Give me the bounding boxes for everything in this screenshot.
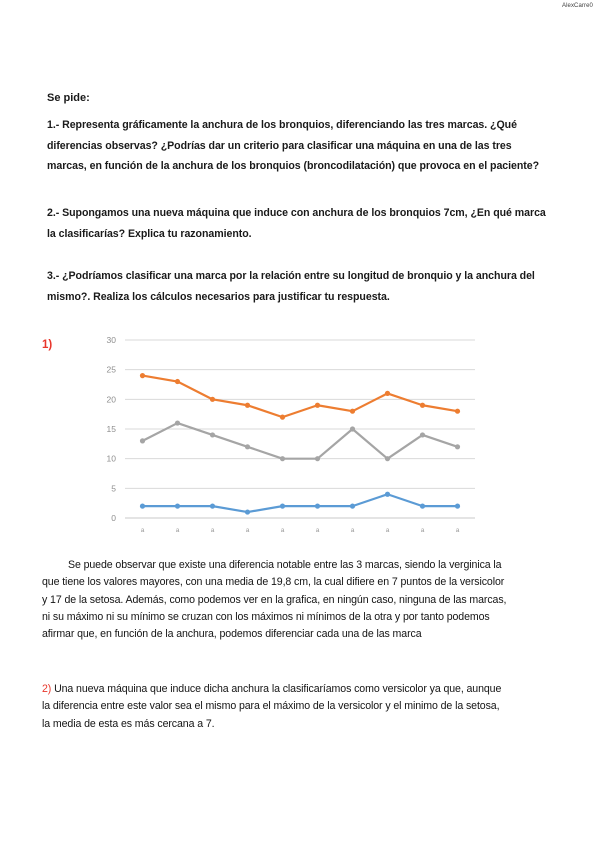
marker-setosa-blue bbox=[279, 503, 286, 509]
intro-heading: Se pide: bbox=[47, 92, 90, 104]
marker-setosa-blue bbox=[419, 503, 426, 509]
marker-setosa-blue bbox=[384, 491, 391, 497]
marker-versicolor-gray bbox=[384, 456, 391, 462]
marker-setosa-blue bbox=[244, 509, 251, 515]
marker-verginica-orange bbox=[279, 414, 286, 420]
marker-versicolor-gray bbox=[139, 438, 146, 444]
marker-versicolor-gray bbox=[244, 444, 251, 450]
marker-setosa-blue bbox=[174, 503, 181, 509]
x-axis-tick-label: a bbox=[316, 527, 320, 534]
question-3: 3.- ¿Podríamos clasificar una marca por … bbox=[47, 270, 535, 303]
x-axis-tick-label: a bbox=[456, 527, 460, 534]
x-axis-tick-label: a bbox=[386, 527, 390, 534]
answer-2-marker: 2) bbox=[42, 683, 52, 695]
marker-verginica-orange bbox=[209, 396, 216, 402]
marker-versicolor-gray bbox=[454, 444, 461, 450]
marker-setosa-blue bbox=[139, 503, 146, 509]
marker-versicolor-gray bbox=[419, 432, 426, 438]
marker-verginica-orange bbox=[174, 378, 181, 385]
x-axis-tick-label: a bbox=[176, 527, 180, 534]
marker-verginica-orange bbox=[419, 402, 426, 408]
y-axis-tick-label: 25 bbox=[107, 365, 117, 375]
marker-setosa-blue bbox=[209, 503, 216, 509]
y-axis-tick-label: 0 bbox=[111, 513, 116, 523]
marker-verginica-orange bbox=[454, 408, 461, 414]
y-axis-tick-label: 5 bbox=[111, 483, 116, 493]
y-axis-tick-label: 10 bbox=[107, 454, 117, 464]
x-axis-tick-label: a bbox=[141, 527, 145, 534]
marker-verginica-orange bbox=[384, 390, 391, 396]
marker-versicolor-gray bbox=[279, 456, 286, 462]
x-axis-tick-label: a bbox=[421, 527, 425, 534]
marker-versicolor-gray bbox=[209, 432, 216, 438]
chart-container: 0 5 10 15 20 25 30 a a a a a a a a a a bbox=[85, 330, 525, 542]
question-2: 2.- Supongamos una nueva máquina que ind… bbox=[47, 207, 546, 240]
x-axis-tick-label: a bbox=[351, 527, 355, 534]
marker-versicolor-gray bbox=[174, 420, 181, 426]
x-axis-tick-label: a bbox=[246, 527, 250, 534]
marker-versicolor-gray bbox=[314, 456, 321, 462]
marker-versicolor-gray bbox=[349, 426, 356, 432]
line-versicolor-gray bbox=[141, 421, 459, 460]
answer-2-text: Una nueva máquina que induce dicha anchu… bbox=[42, 683, 502, 730]
marker-verginica-orange bbox=[244, 402, 251, 408]
x-axis-tick-label: a bbox=[211, 527, 215, 534]
line-verginica-orange bbox=[141, 374, 459, 419]
line-setosa-blue bbox=[141, 493, 459, 514]
x-axis-tick-label: a bbox=[281, 527, 285, 534]
marker-setosa-blue bbox=[314, 503, 321, 509]
answer-2: 2) Una nueva máquina que induce dicha an… bbox=[42, 681, 595, 733]
bronchi-width-line-chart: 0 5 10 15 20 25 30 a a a a a a a a a a bbox=[107, 335, 475, 534]
marker-verginica-orange bbox=[349, 408, 356, 414]
marker-setosa-blue bbox=[454, 503, 461, 509]
y-axis-tick-label: 30 bbox=[107, 335, 117, 345]
marker-verginica-orange bbox=[314, 402, 321, 408]
marker-verginica-orange bbox=[139, 373, 146, 379]
question-1: 1.- Representa gráficamente la anchura d… bbox=[47, 119, 540, 172]
y-axis-tick-label: 20 bbox=[107, 394, 117, 404]
author-name: AlexCarre0 bbox=[561, 3, 593, 9]
y-axis-tick-label: 15 bbox=[107, 424, 117, 434]
marker-setosa-blue bbox=[349, 503, 356, 509]
answer-1-marker: 1) bbox=[42, 339, 53, 351]
answer-1-text: Se puede observar que existe una diferen… bbox=[42, 559, 507, 641]
